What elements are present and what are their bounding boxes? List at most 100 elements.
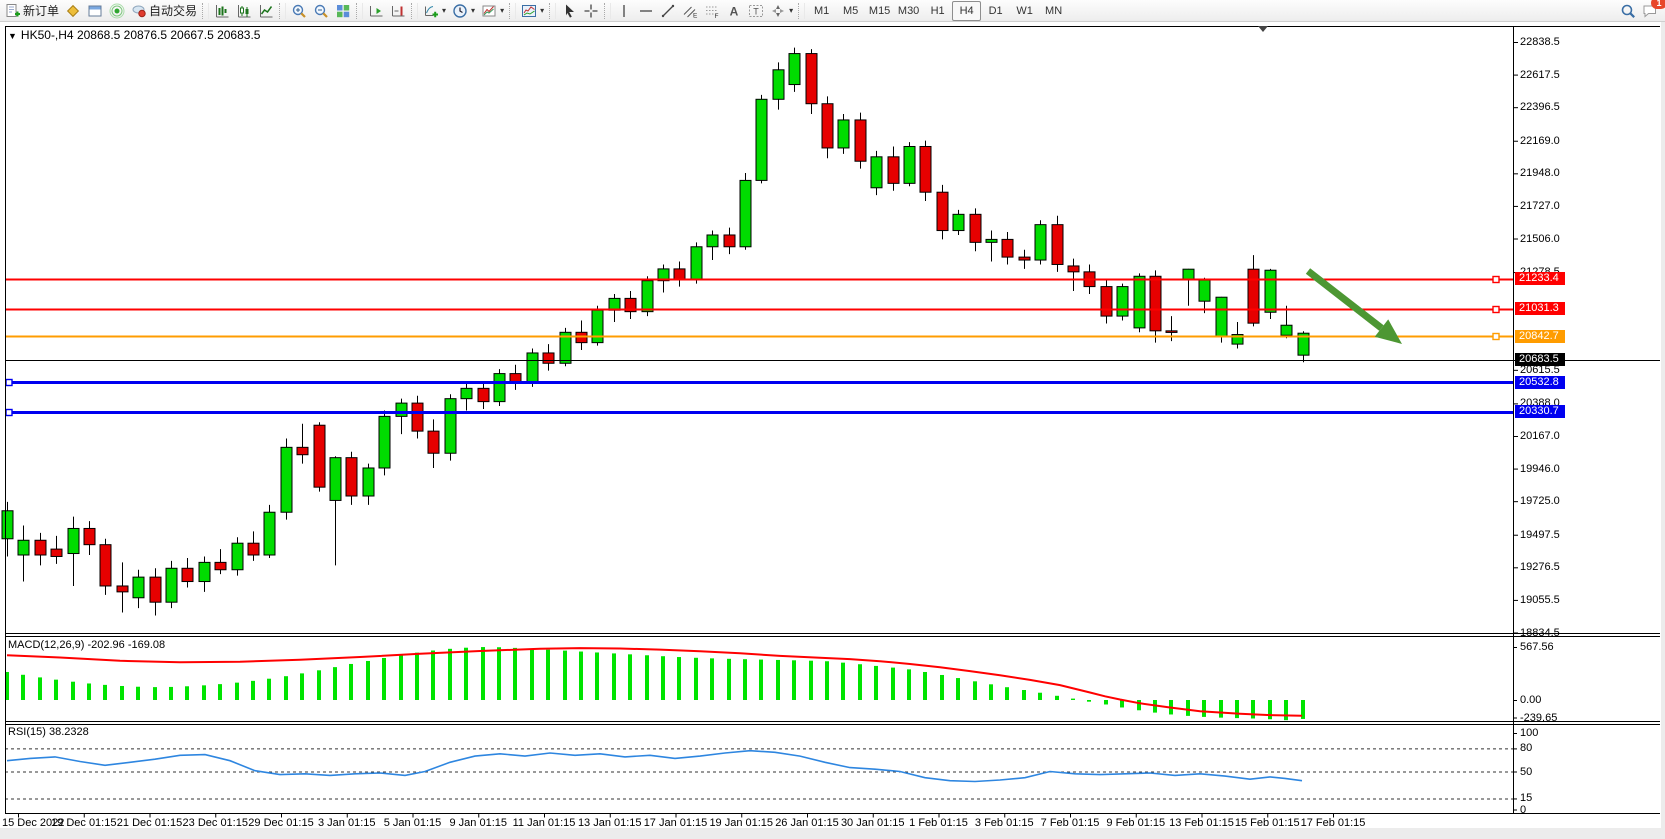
label-icon: T [749,4,764,17]
search-button[interactable] [1617,1,1639,21]
cursor-button[interactable] [558,1,580,21]
auto-scroll-button[interactable] [365,1,387,21]
periods-button[interactable]: ▾ [449,1,478,21]
market-watch-icon [66,4,80,17]
candle [755,94,768,184]
candle [34,532,47,566]
candle [263,504,276,558]
signals-icon [109,3,125,18]
crosshair-button[interactable] [580,1,602,21]
label-button[interactable]: T [745,1,767,21]
candle [575,320,588,351]
candle [919,140,932,202]
candle [657,264,670,293]
templates-icon [482,5,496,16]
zoom-in-button[interactable] [288,1,310,21]
new-order-button[interactable]: 新订单 [2,1,62,21]
chat-button[interactable]: 1 [1639,0,1665,21]
down-arrow-annotation[interactable] [1305,268,1384,331]
candle [1051,215,1064,272]
toolbar: 新订单 自动交易 ▾ ▾ ▾ ▾ E F A T ▾ M1 M5 M15 M30 H1 H4 D1 W1 MN 1 [0,0,1665,22]
candle [772,62,785,110]
candle [1247,255,1260,327]
timeframe-m5-button[interactable]: M5 [842,4,859,17]
new-order-label: 新订单 [23,4,60,18]
candle [887,146,900,191]
vertical-line-button[interactable] [613,1,635,21]
data-window-button[interactable] [84,1,106,21]
signals-button[interactable] [106,1,128,21]
auto-trading-icon [132,5,146,17]
candle [821,96,834,159]
cursor-icon [566,4,575,18]
hline-anchor[interactable] [1492,305,1500,314]
candle [427,419,440,468]
trendline-button[interactable] [657,1,679,21]
timeframe-mn-button[interactable]: MN [1045,4,1063,17]
chart-window[interactable]: ▼ HK50-,H4 20868.5 20876.5 20667.5 20683.… [0,22,1665,839]
candle [969,208,982,252]
hline-anchor[interactable] [1492,275,1500,284]
candle [591,305,604,346]
market-watch-button[interactable] [62,1,84,21]
tile-windows-button[interactable] [332,1,354,21]
hline-anchor[interactable] [5,378,13,387]
timeframe-h4-button[interactable]: H4 [952,0,982,21]
chart-type-button[interactable]: ▾ [518,1,547,21]
indicators-button[interactable]: ▾ [420,1,449,21]
candle [870,150,883,196]
timeframe-w1-button[interactable]: W1 [1016,4,1033,17]
new-order-icon [6,3,20,17]
chart-shift-icon [392,5,405,16]
candle [493,369,506,407]
equidistant-channel-button[interactable]: E [679,1,701,21]
line-chart-button[interactable] [255,1,277,21]
text-button[interactable]: A [723,1,745,21]
macd-signal-line [6,647,1303,717]
candle [1231,321,1244,349]
candle [296,423,309,464]
candle [608,293,621,322]
hline-anchor[interactable] [1492,332,1500,341]
candle [1198,277,1211,314]
chart-canvas[interactable] [0,22,1665,839]
horizontal-line-button[interactable] [635,1,657,21]
dropdown-arrow-icon: ▾ [471,6,476,15]
indicators-icon [425,5,439,17]
fibonacci-button[interactable]: F [701,1,723,21]
timeframe-d1-button[interactable]: D1 [988,4,1003,17]
templates-button[interactable]: ▾ [478,1,507,21]
bar-chart-button[interactable] [211,1,233,21]
zoom-out-button[interactable] [310,1,332,21]
candle [460,383,473,411]
candle [165,560,178,609]
candle [739,173,752,250]
macd-histogram [5,647,1305,721]
timeframe-m30-button[interactable]: M30 [897,4,920,17]
bar-chart-icon [216,4,229,17]
timeframe-h1-button[interactable]: H1 [930,4,945,17]
dropdown-arrow-icon: ▾ [442,6,447,15]
candle [952,209,965,235]
toolbar-separator [549,2,557,19]
svg-text:E: E [693,12,698,19]
dropdown-arrow-icon: ▾ [540,6,545,15]
line-chart-icon [260,4,273,17]
auto-trading-button[interactable]: 自动交易 [128,1,200,21]
timeframe-m1-button[interactable]: M1 [813,4,830,17]
timeframe-m15-button[interactable]: M15 [868,4,891,17]
candle [903,142,916,187]
candle [362,463,375,505]
candle [198,556,211,592]
periods-icon [453,3,467,18]
crosshair-icon [584,4,598,17]
candlestick-chart-button[interactable] [233,1,255,21]
candle [116,562,129,613]
chart-shift-button[interactable] [387,1,409,21]
toolbar-separator [202,2,210,19]
shapes-button[interactable]: ▾ [767,1,796,21]
shapes-icon [772,4,785,17]
candle [181,557,194,588]
hline-anchor[interactable] [5,408,13,417]
